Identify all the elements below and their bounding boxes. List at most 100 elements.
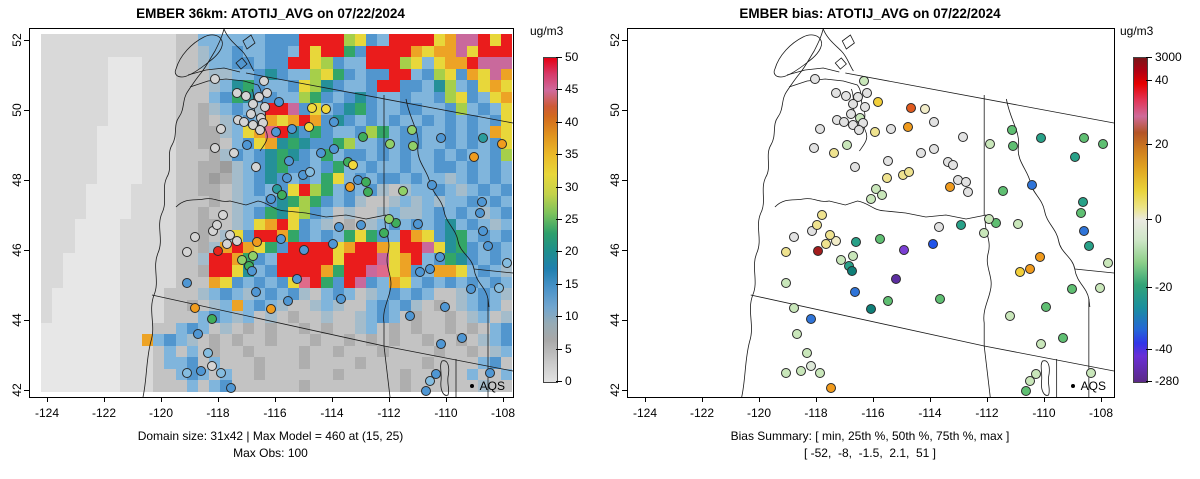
raster-cell <box>52 114 64 127</box>
bias-station-circle <box>781 247 792 257</box>
raster-cell <box>287 149 299 162</box>
colorbar-tick-label: 50 <box>565 50 579 64</box>
raster-cell <box>198 149 210 162</box>
raster-cell <box>310 357 322 369</box>
raster-cell <box>186 57 198 69</box>
raster-cell <box>97 345 109 358</box>
raster-cell <box>265 57 277 69</box>
raster-cell <box>130 357 142 369</box>
raster-cell <box>388 230 400 242</box>
raster-cell <box>332 91 344 104</box>
raster-cell <box>74 80 86 92</box>
raster-cell <box>220 45 232 58</box>
raster-cell <box>287 80 299 92</box>
raster-cell <box>287 218 299 231</box>
bias-station-circle <box>1031 369 1042 380</box>
raster-cell <box>52 184 64 196</box>
raster-cell <box>377 34 389 46</box>
raster-cell <box>242 195 255 208</box>
bias-station-circle <box>781 368 792 379</box>
raster-cell <box>276 322 288 335</box>
raster-cell <box>52 137 64 150</box>
raster-cell <box>141 103 154 115</box>
bias-station-circle <box>1036 339 1047 349</box>
raster-cell <box>355 149 367 162</box>
raster-cell <box>209 299 221 312</box>
raster-cell <box>175 207 187 219</box>
raster-cell <box>366 380 378 392</box>
raster-cell <box>141 218 154 231</box>
raster-cell <box>310 299 322 312</box>
raster-cell <box>108 195 120 208</box>
raster-cell <box>254 137 266 150</box>
raster-cell <box>355 195 367 208</box>
raster-cell <box>444 34 456 46</box>
raster-cell <box>130 137 142 150</box>
raster-cell <box>254 299 266 312</box>
raster-cell <box>500 91 512 104</box>
raster-cell <box>478 161 490 173</box>
raster-cell <box>366 264 378 277</box>
raster-cell <box>433 218 445 231</box>
bias-station-circle <box>984 213 995 224</box>
raster-cell <box>276 149 288 162</box>
raster-cell <box>63 91 75 104</box>
raster-cell <box>411 230 423 242</box>
raster-cell <box>489 184 501 196</box>
raster-cell <box>500 80 512 92</box>
raster-cell <box>455 80 468 92</box>
x-tick-mark <box>161 397 162 402</box>
raster-cell <box>130 264 142 277</box>
raster-cell <box>321 45 333 58</box>
raster-cell <box>366 322 378 335</box>
raster-cell <box>444 149 456 162</box>
raster-cell <box>164 80 176 92</box>
raster-cell <box>41 161 53 173</box>
bias-station-circle <box>1075 208 1086 218</box>
raster-cell <box>500 368 512 381</box>
obs-station-circle <box>251 287 262 298</box>
raster-cell <box>343 68 355 81</box>
raster-cell <box>141 299 154 312</box>
colorbar-tick-label: 10 <box>565 309 579 324</box>
raster-cell <box>377 264 389 277</box>
raster-cell <box>220 68 232 81</box>
raster-cell <box>85 253 98 265</box>
raster-cell <box>388 149 400 162</box>
raster-cell <box>478 114 490 127</box>
y-tick-mark <box>24 250 29 251</box>
y-tick-label: 52 <box>10 33 24 47</box>
raster-cell <box>231 288 243 300</box>
raster-cell <box>85 91 98 104</box>
bias-station-circle <box>831 235 842 246</box>
raster-cell <box>444 207 456 219</box>
obs-station-circle <box>383 213 394 224</box>
raster-cell <box>74 161 86 173</box>
raster-cell <box>467 299 479 312</box>
raster-cell <box>321 241 333 254</box>
bias-station-circle <box>851 237 862 248</box>
raster-cell <box>209 45 221 58</box>
raster-cell <box>231 368 243 381</box>
obs-station-circle <box>397 185 408 196</box>
raster-cell <box>153 195 165 208</box>
raster-cell <box>343 126 355 138</box>
raster-cell <box>377 253 389 265</box>
raster-cell <box>97 380 109 392</box>
y-tick-label: 50 <box>608 103 622 117</box>
raster-cell <box>97 253 109 265</box>
raster-cell <box>97 311 109 323</box>
raster-cell <box>399 264 412 277</box>
y-tick-mark <box>24 40 29 41</box>
raster-cell <box>467 34 479 46</box>
raster-cell <box>298 264 311 277</box>
raster-cell <box>220 57 232 69</box>
raster-cell <box>310 368 322 381</box>
raster-cell <box>41 322 53 335</box>
raster-cell <box>422 334 434 346</box>
raster-cell <box>366 311 378 323</box>
raster-cell <box>119 264 131 277</box>
raster-cell <box>164 380 176 392</box>
raster-cell <box>63 137 75 150</box>
obs-station-circle <box>213 245 224 256</box>
